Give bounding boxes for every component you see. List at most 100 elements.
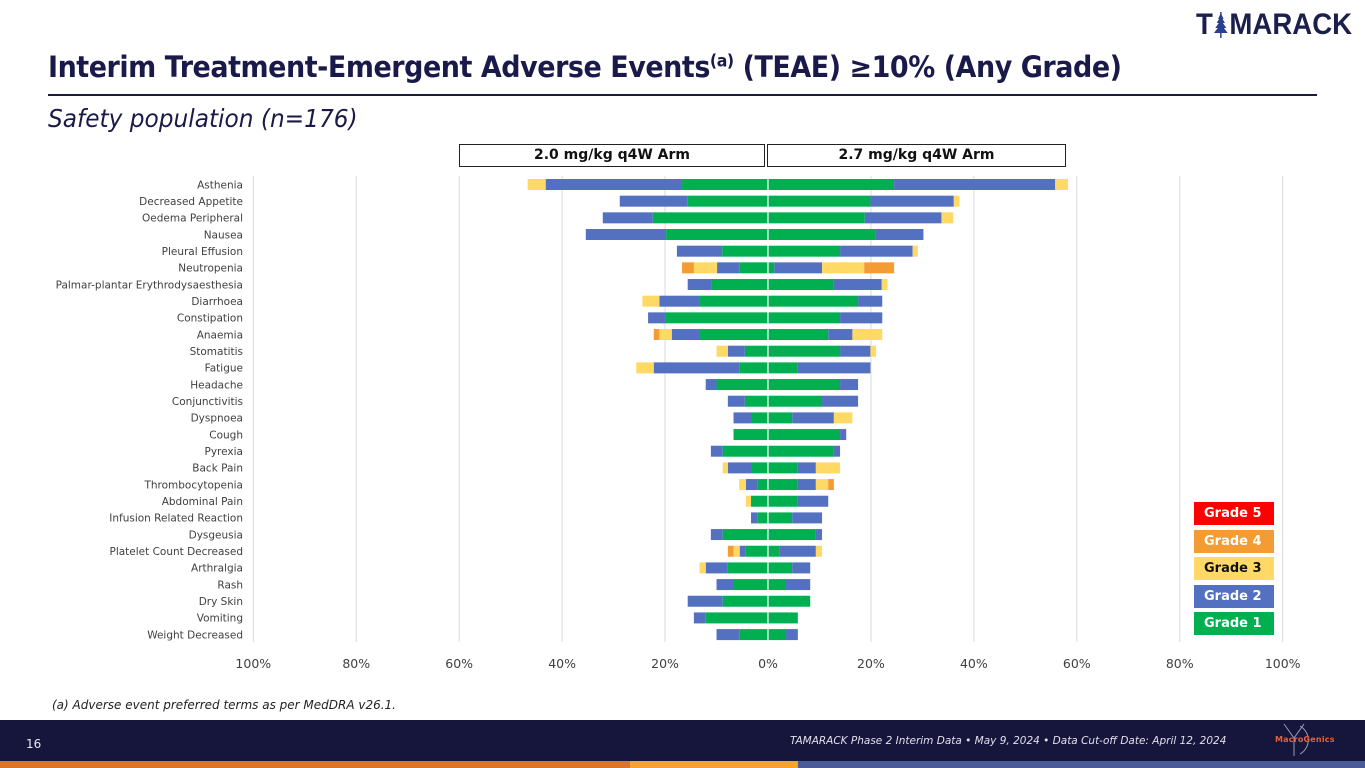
- bar-right-grade-2: [797, 479, 816, 491]
- footer-strip-gold: [630, 761, 798, 768]
- logo-text-rest: MARACK: [1229, 8, 1353, 41]
- bar-left-grade-4: [727, 545, 734, 557]
- bar-right-grade-1: [768, 245, 841, 257]
- bar-right-grade-2: [833, 279, 882, 291]
- bar-left-grade-2: [705, 562, 728, 574]
- bar-left-grade-1: [733, 579, 768, 591]
- bar-left-grade-2: [585, 229, 667, 241]
- legend-grade-2: Grade 2: [1194, 584, 1274, 608]
- bar-left-grade-1: [699, 295, 768, 307]
- bar-right-grade-1: [768, 595, 811, 607]
- category-label: Weight Decreased: [147, 629, 243, 641]
- bar-left-grade-1: [733, 429, 768, 441]
- tree-icon: [1214, 12, 1229, 38]
- bar-right-grade-3: [815, 545, 823, 557]
- bar-right-grade-2: [779, 545, 816, 557]
- bar-right-grade-2: [833, 445, 841, 457]
- category-label: Platelet Count Decreased: [109, 546, 243, 558]
- x-tick-label: 80%: [1166, 656, 1194, 671]
- bar-left-grade-1: [751, 495, 768, 507]
- bar-left-grade-1: [652, 212, 768, 224]
- bar-left-grade-1: [682, 179, 768, 190]
- bar-right-grade-3: [815, 462, 841, 474]
- category-label: Oedema Peripheral: [142, 213, 243, 225]
- title-footnote-marker: (a): [709, 51, 734, 72]
- category-label: Pleural Effusion: [162, 246, 243, 258]
- bar-right-grade-1: [768, 562, 793, 574]
- category-label: Back Pain: [192, 463, 243, 475]
- category-label: Palmar-plantar Erythrodysaesthesia: [56, 279, 243, 291]
- bar-right-grade-1: [768, 512, 793, 524]
- category-label: Diarrhoea: [191, 296, 243, 308]
- bar-right-grade-1: [768, 612, 798, 624]
- bar-right-grade-1: [768, 362, 798, 374]
- bar-right-grade-1: [768, 195, 871, 207]
- bar-left-grade-1: [665, 312, 768, 324]
- bar-right-grade-1: [768, 229, 876, 241]
- bar-right-grade-2: [858, 295, 883, 307]
- bar-right-grade-1: [768, 345, 841, 357]
- legend-label: Grade 5: [1204, 506, 1262, 521]
- bar-right-grade-1: [768, 279, 834, 291]
- legend-grade-1: Grade 1: [1194, 612, 1274, 636]
- x-tick-label: 100%: [1265, 656, 1301, 671]
- category-label: Dysgeusia: [189, 529, 243, 541]
- bar-right-grade-2: [774, 262, 823, 274]
- bar-right-grade-4: [864, 262, 895, 274]
- footer-citation: TAMARACK Phase 2 Interim Data • May 9, 2…: [790, 735, 1227, 747]
- bar-right-grade-2: [815, 529, 823, 541]
- bar-left-grade-3: [745, 495, 752, 507]
- tamarack-logo: T MARACK: [1196, 8, 1352, 42]
- bar-left-grade-1: [699, 329, 768, 341]
- arm-label-right: 2.7 mg/kg q4W Arm: [767, 144, 1066, 167]
- bar-left-grade-2: [676, 245, 723, 257]
- legend-grade-3: Grade 3: [1194, 557, 1274, 581]
- macrogenics-logo: MacroGenics: [1270, 722, 1350, 758]
- bar-right-grade-1: [768, 262, 775, 274]
- bar-left-grade-4: [682, 262, 694, 274]
- bar-left-grade-2: [710, 529, 723, 541]
- bar-right-grade-2: [792, 412, 834, 424]
- category-label: Anaemia: [197, 329, 243, 341]
- bar-left-grade-1: [722, 445, 768, 457]
- bar-right-grade-1: [768, 395, 823, 407]
- bar-left-grade-1: [722, 245, 768, 257]
- title-main: Interim Treatment-Emergent Adverse Event…: [48, 50, 710, 84]
- bar-right-grade-1: [768, 412, 793, 424]
- footer-strip-blue: [798, 761, 1365, 768]
- page-title: Interim Treatment-Emergent Adverse Event…: [48, 50, 1122, 84]
- bar-left-grade-3: [527, 179, 546, 190]
- bar-left-grade-2: [693, 612, 706, 624]
- footnote: (a) Adverse event preferred terms as per…: [52, 698, 396, 712]
- bar-left-grade-2: [659, 295, 700, 307]
- bar-left-grade-1: [751, 412, 768, 424]
- bar-left-grade-2: [687, 595, 723, 607]
- category-label: Abdominal Pain: [162, 496, 243, 508]
- bar-left-grade-2: [653, 362, 740, 374]
- bar-left-grade-2: [727, 462, 752, 474]
- bar-left-grade-4: [653, 329, 660, 341]
- bar-right-grade-3: [852, 329, 883, 341]
- x-tick-label: 60%: [1063, 656, 1091, 671]
- bar-right-grade-1: [768, 629, 787, 641]
- bar-right-grade-1: [768, 445, 834, 457]
- bar-left-grade-2: [733, 412, 752, 424]
- bar-left-grade-1: [757, 479, 768, 491]
- category-label: Thrombocytopenia: [143, 479, 243, 491]
- bar-left-grade-2: [710, 445, 723, 457]
- x-tick-label: 40%: [548, 656, 576, 671]
- footer-bar: [0, 720, 1365, 761]
- legend-grade-5: Grade 5: [1194, 502, 1274, 525]
- bar-right-grade-1: [768, 529, 816, 541]
- category-labels: Asthenia Decreased Appetite Oedema Periphe…: [56, 179, 243, 641]
- x-tick-label: 20%: [651, 656, 679, 671]
- bar-left-grade-3: [716, 345, 728, 357]
- category-label: Cough: [209, 429, 243, 441]
- bar-right-grade-2: [875, 229, 924, 241]
- legend-grade-4: Grade 4: [1194, 529, 1274, 553]
- bar-right-grade-2: [840, 312, 883, 324]
- bar-right-grade-3: [1055, 179, 1069, 190]
- bar-left-grade-3: [659, 329, 672, 341]
- bar-left-grade-1: [744, 395, 768, 407]
- bar-right-grade-2: [870, 195, 954, 207]
